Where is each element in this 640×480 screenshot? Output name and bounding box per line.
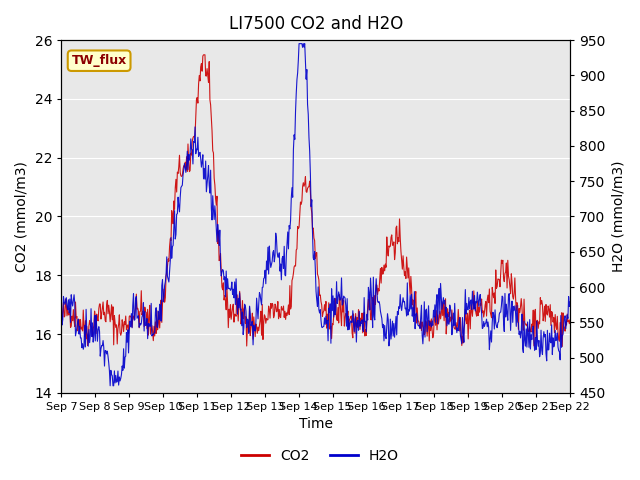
Text: TW_flux: TW_flux [72, 54, 127, 67]
Y-axis label: H2O (mmol/m3): H2O (mmol/m3) [611, 161, 625, 272]
Y-axis label: CO2 (mmol/m3): CO2 (mmol/m3) [15, 161, 29, 272]
X-axis label: Time: Time [299, 418, 333, 432]
Title: LI7500 CO2 and H2O: LI7500 CO2 and H2O [228, 15, 403, 33]
Legend: CO2, H2O: CO2, H2O [236, 443, 404, 468]
